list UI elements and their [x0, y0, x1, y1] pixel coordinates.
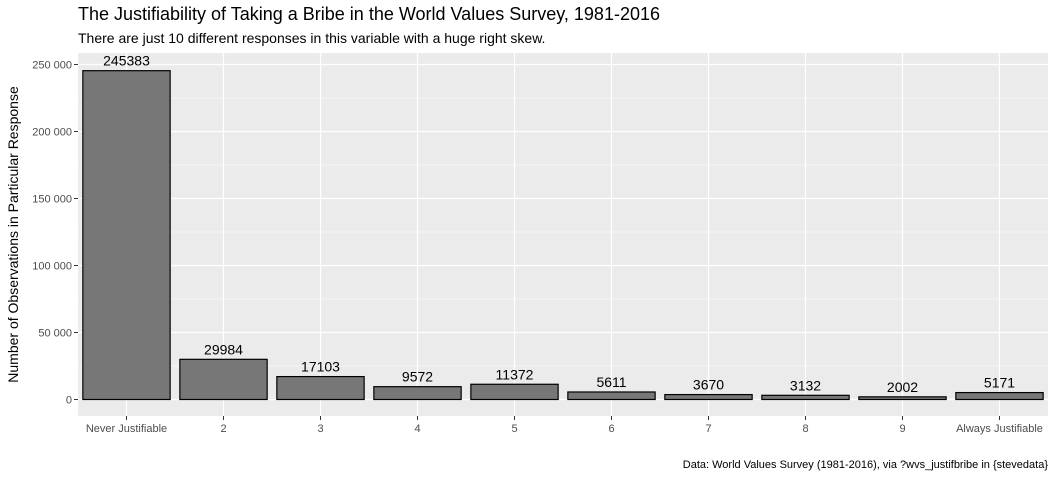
bar: [955, 391, 1044, 401]
x-axis: Never Justifiable 2 3 4 5 6 7 8 9 Always Justifia…: [86, 416, 1043, 435]
bar: [82, 70, 171, 401]
chart-title: The Justifiability of Taking a Bribe in …: [78, 4, 660, 24]
x-tick-label: Always Justifiable: [956, 423, 1043, 435]
y-tick-label: 100 000: [32, 261, 72, 273]
bar: [470, 383, 559, 401]
data-label: 17103: [301, 359, 340, 375]
x-tick-label: 5: [511, 423, 517, 435]
x-tick-label: 4: [414, 423, 420, 435]
x-tick-label: 2: [220, 423, 226, 435]
data-label: 5171: [984, 375, 1015, 391]
x-tick-label: 7: [705, 423, 711, 435]
data-label: 5611: [596, 374, 626, 390]
bar: [373, 386, 462, 401]
bar: [664, 393, 753, 401]
x-tick-label: 9: [899, 423, 905, 435]
data-labels: 245383 29984 17103 9572 11372 5611 3670 3132 200…: [103, 53, 1015, 395]
y-tick-label: 50 000: [38, 328, 72, 340]
y-tick-label: 150 000: [32, 194, 72, 206]
bar: [179, 358, 268, 401]
plot-panel: [78, 53, 1048, 416]
y-axis-label: Number of Observations in Particular Res…: [5, 86, 21, 383]
chart-caption: Data: World Values Survey (1981-2016), v…: [682, 459, 1048, 471]
bars: [82, 70, 1044, 401]
bar: [858, 396, 947, 401]
x-tick-label: 8: [802, 423, 808, 435]
y-tick-label: 0: [66, 395, 72, 407]
data-label: 2002: [887, 379, 918, 395]
x-tick-label: 3: [317, 423, 323, 435]
bar: [761, 394, 850, 401]
y-axis: 0 50 000 100 000 150 000 200 000 250 000: [32, 60, 78, 407]
data-label: 3132: [790, 377, 821, 393]
y-tick-label: 200 000: [32, 127, 72, 139]
data-label: 245383: [103, 53, 150, 69]
data-label: 9572: [402, 369, 433, 385]
data-label: 29984: [204, 341, 243, 357]
chart-subtitle: There are just 10 different responses in…: [78, 30, 546, 46]
x-tick-label: Never Justifiable: [86, 423, 167, 435]
data-label: 11372: [496, 366, 534, 382]
data-label: 3670: [693, 377, 724, 393]
bar: [276, 375, 365, 401]
y-tick-label: 250 000: [32, 60, 72, 72]
x-tick-label: 6: [608, 423, 614, 435]
bar: [567, 391, 656, 401]
